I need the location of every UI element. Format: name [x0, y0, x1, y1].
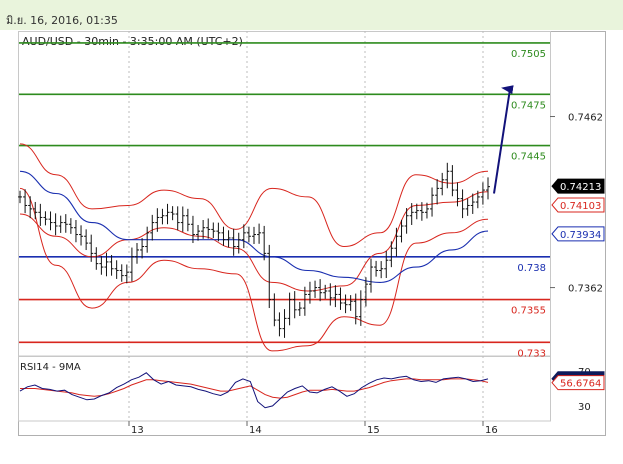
price-tag: 0.73934: [560, 230, 601, 241]
rsi-tag-bg: [551, 375, 605, 391]
price-tag: 0.74213: [560, 182, 601, 193]
level-label: 0.7475: [511, 100, 546, 111]
bollinger-upper: [19, 143, 489, 248]
price-tag-bg: [551, 178, 605, 194]
chart-border: [18, 31, 606, 436]
chart-title: AUD/USD - 30min - 3:35:00 AM (UTC+2): [22, 35, 243, 48]
rsi-plot-area: [18, 355, 551, 422]
rsi-title: RSI14 - 9MA: [20, 362, 81, 373]
level-label: 0.733: [517, 348, 546, 359]
level-label: 0.7445: [511, 152, 546, 163]
chart-frame: AUD/USD - 30min - 3:35:00 AM (UTC+2) RSI…: [18, 31, 606, 436]
x-tick-label: 14: [249, 425, 262, 436]
timestamp-text: มิ.ย. 16, 2016, 01:35: [6, 14, 118, 27]
moving-average: [19, 170, 489, 283]
rsi-tag: 56.6764: [560, 379, 601, 390]
x-tick-label: 16: [485, 425, 498, 436]
price-tick-label: 0.7462: [568, 113, 603, 124]
level-label: 0.7505: [511, 49, 546, 60]
bollinger-lower: [19, 187, 489, 352]
timestamp-bar: มิ.ย. 16, 2016, 01:35: [0, 0, 623, 30]
price-tag-bg: [551, 226, 605, 242]
main-plot-area: [18, 31, 551, 357]
level-label: 0.738: [517, 263, 546, 274]
price-tick-label: 0.7362: [568, 284, 603, 295]
forecast-arrow: [493, 85, 514, 194]
x-tick-label: 15: [367, 425, 380, 436]
level-label: 0.7355: [511, 306, 546, 317]
rsi-tick-label: 30: [578, 402, 591, 413]
price-tag-bg: [551, 197, 605, 213]
rsi-ma-line: [20, 378, 489, 399]
chart-svg: AUD/USD - 30min - 3:35:00 AM (UTC+2) RSI…: [18, 31, 606, 436]
x-tick-label: 13: [131, 425, 144, 436]
bollinger-middle: [19, 191, 489, 292]
rsi-line: [19, 372, 489, 409]
price-tag: 0.74103: [560, 201, 601, 212]
